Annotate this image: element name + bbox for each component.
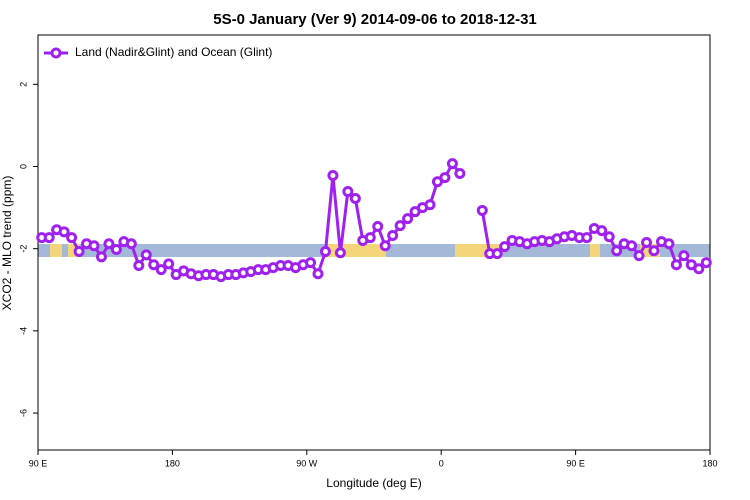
land-band xyxy=(590,244,600,257)
y-axis-label: XCO2 - MLO trend (ppm) xyxy=(0,176,14,311)
data-point xyxy=(603,231,615,243)
data-point xyxy=(581,232,593,244)
y-tick-label: -6 xyxy=(18,409,28,417)
x-axis-label: Longitude (deg E) xyxy=(326,476,421,490)
data-point xyxy=(88,240,100,252)
data-point xyxy=(58,226,70,238)
x-tick-label: 90 W xyxy=(296,458,318,468)
data-point xyxy=(95,251,107,263)
data-point xyxy=(626,240,638,252)
data-point xyxy=(700,257,712,269)
data-point xyxy=(446,158,458,170)
legend-label: Land (Nadir&Glint) and Ocean (Glint) xyxy=(75,45,272,59)
data-point xyxy=(110,243,122,255)
data-point xyxy=(73,246,85,258)
data-point xyxy=(387,230,399,242)
x-tick-label: 90 E xyxy=(29,458,48,468)
x-tick-label: 180 xyxy=(165,458,180,468)
data-point xyxy=(342,186,354,198)
data-point xyxy=(424,199,436,211)
legend-marker xyxy=(50,47,62,59)
data-point xyxy=(379,240,391,252)
data-point xyxy=(454,167,466,179)
data-point xyxy=(327,170,339,182)
data-point xyxy=(349,193,361,205)
data-point xyxy=(648,245,660,257)
chart-title: 5S-0 January (Ver 9) 2014-09-06 to 2018-… xyxy=(213,11,537,28)
data-point xyxy=(596,225,608,237)
data-point xyxy=(312,268,324,280)
data-point xyxy=(670,259,682,271)
y-tick-label: 2 xyxy=(18,82,28,87)
data-point xyxy=(663,238,675,250)
data-point xyxy=(611,245,623,257)
x-tick-label: 180 xyxy=(702,458,717,468)
data-point xyxy=(334,247,346,259)
x-tick-label: 90 E xyxy=(566,458,585,468)
data-point xyxy=(155,264,167,276)
data-point xyxy=(641,237,653,248)
surface-band xyxy=(38,244,710,257)
data-point xyxy=(125,238,137,250)
data-point xyxy=(439,172,451,184)
data-point xyxy=(43,232,55,244)
data-point xyxy=(394,220,406,232)
data-point xyxy=(66,232,78,244)
data-point xyxy=(693,263,705,275)
data-point xyxy=(140,249,152,261)
data-point xyxy=(305,257,317,269)
data-point xyxy=(476,204,488,216)
data-point xyxy=(499,241,511,253)
land-band xyxy=(50,244,62,257)
x-tick-label: 0 xyxy=(439,458,444,468)
data-point xyxy=(319,246,331,258)
data-point xyxy=(103,238,115,250)
data-point xyxy=(491,248,503,260)
data-point xyxy=(133,260,145,272)
data-point xyxy=(364,232,376,244)
data-point xyxy=(678,250,690,262)
plot-frame xyxy=(37,34,711,451)
data-point xyxy=(372,220,384,232)
y-tick-label: -2 xyxy=(18,245,28,253)
data-point xyxy=(163,258,175,270)
data-point xyxy=(402,213,414,225)
y-tick-label: 0 xyxy=(18,164,28,169)
y-tick-label: -4 xyxy=(18,327,28,335)
data-point xyxy=(148,259,160,271)
data-point xyxy=(633,250,645,262)
